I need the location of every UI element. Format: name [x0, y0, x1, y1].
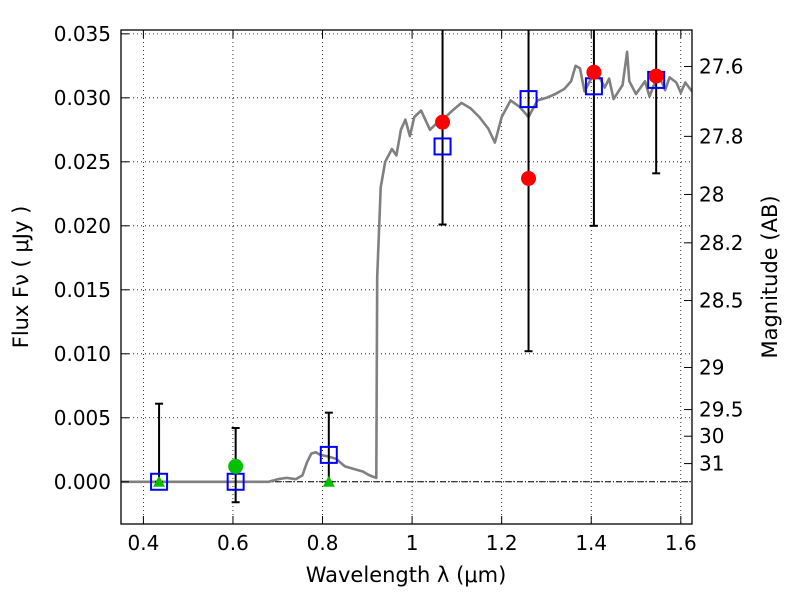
y2-tick-label: 29 — [699, 355, 724, 379]
y2-tick-label: 29.5 — [699, 398, 744, 422]
y-tick-label: 0.005 — [54, 406, 111, 430]
y2-tick-label: 28.5 — [699, 289, 744, 313]
model-photometry-square — [319, 445, 338, 464]
y2-tick-label: 27.6 — [699, 54, 744, 78]
x-axis-label: Wavelength λ (μm) — [306, 563, 507, 587]
detections-point — [648, 68, 664, 84]
axes: 0.4 0.6 0.8 1 1.2 1.4 1.6 0.000 0.005 0.010 0.015 0… — [54, 22, 744, 555]
plot-frame — [120, 29, 693, 525]
error-bars — [150, 30, 666, 504]
y-tick-label: 0.030 — [54, 86, 111, 110]
nondetections-point — [322, 475, 335, 487]
y2-axis-label: Magnitude (AB) — [758, 195, 782, 358]
nondetections-point — [153, 475, 166, 487]
detections-point — [586, 64, 602, 80]
x-tick-label: 0.8 — [307, 531, 339, 555]
y-axis-label: Flux Fν ( μJy ) — [9, 206, 33, 349]
low_significance-point — [228, 458, 244, 474]
y2-tick-label: 28.2 — [699, 231, 744, 255]
y2-tick-label: 28 — [699, 182, 724, 206]
y-tick-label: 0.035 — [54, 22, 111, 46]
y2-tick-label: 31 — [699, 452, 724, 476]
model-photometry-square — [150, 472, 169, 491]
x-tick-label: 1.2 — [486, 531, 518, 555]
y-tick-label: 0.020 — [54, 214, 111, 238]
model-photometry-square — [433, 137, 452, 156]
detections-point — [521, 170, 537, 186]
y-tick-label: 0.015 — [54, 278, 111, 302]
y-tick-label: 0.010 — [54, 342, 111, 366]
x-tick-label: 1.6 — [665, 531, 697, 555]
model-photometry-square — [519, 90, 538, 109]
x-tick-label: 1.4 — [575, 531, 607, 555]
x-tick-label: 0.6 — [217, 531, 249, 555]
y2-tick-label: 27.8 — [699, 124, 744, 148]
y-tick-label: 0.000 — [54, 470, 111, 494]
x-tick-label: 0.4 — [127, 531, 159, 555]
detections-point — [435, 114, 451, 130]
y2-tick-label: 30 — [699, 424, 724, 448]
y-tick-label: 0.025 — [54, 150, 111, 174]
x-tick-label: 1 — [406, 531, 419, 555]
